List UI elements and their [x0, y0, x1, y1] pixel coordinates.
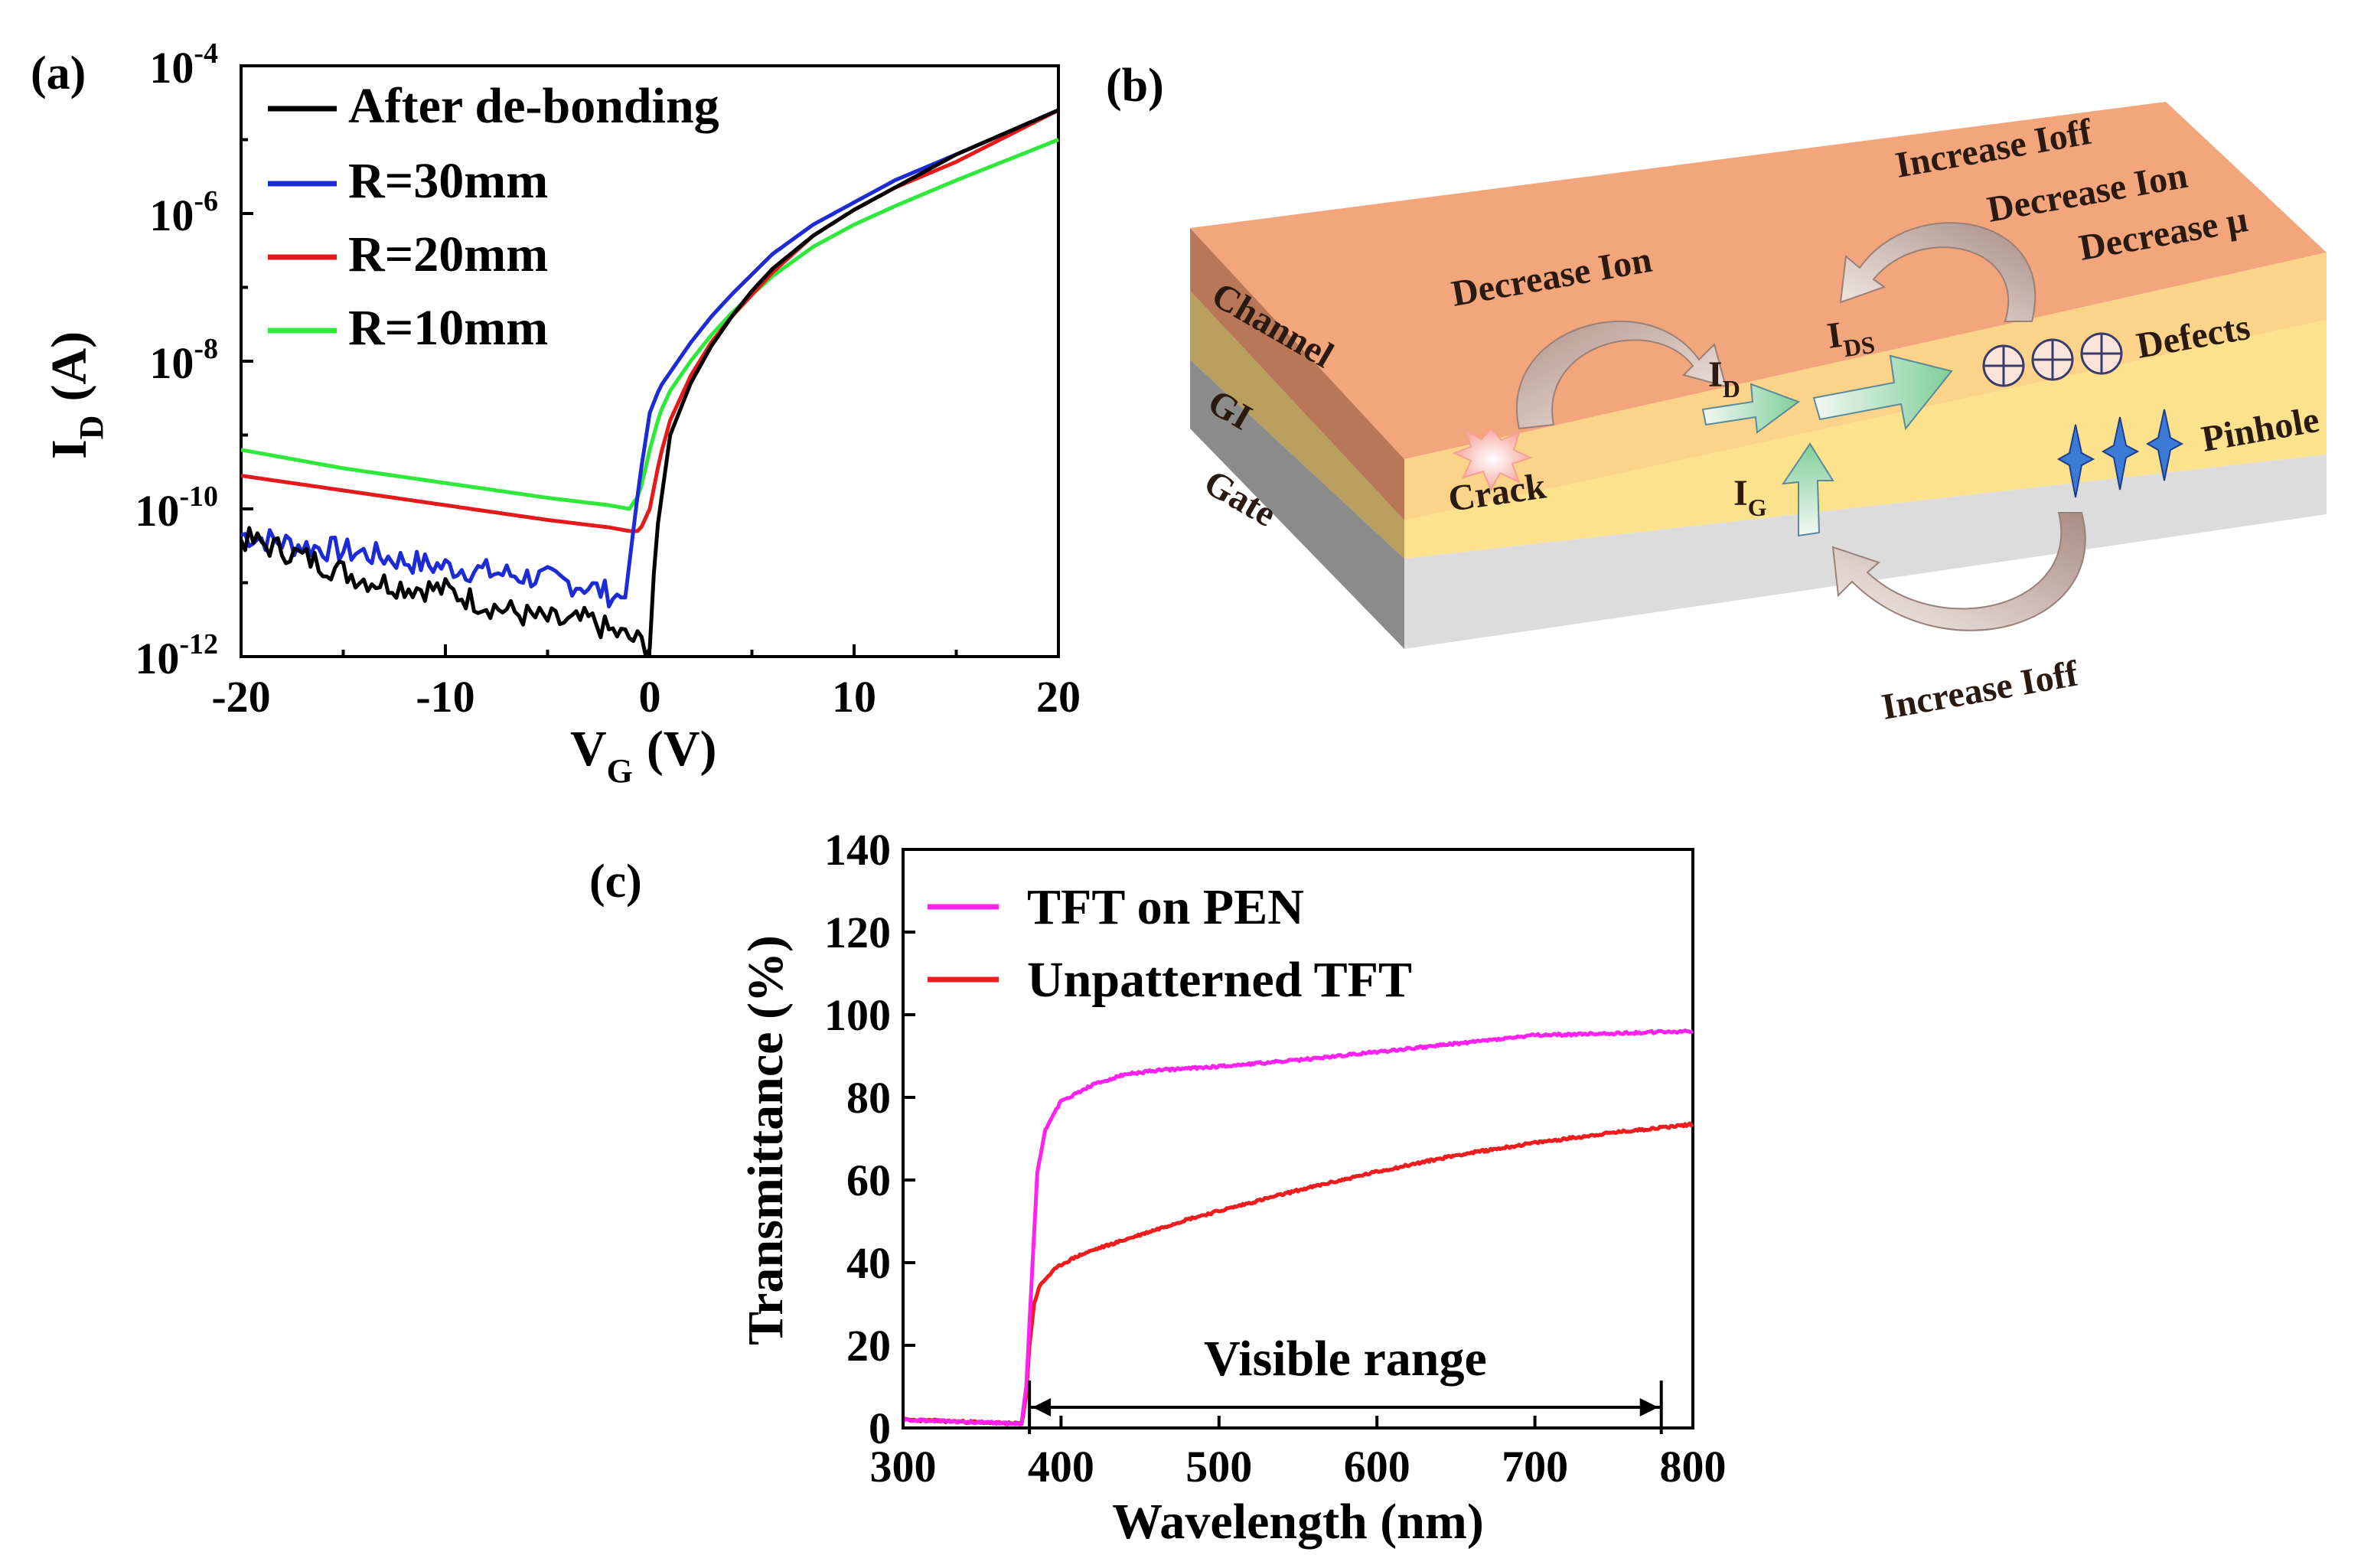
ids-label-sub: DS — [1841, 331, 1877, 362]
svg-text:IG: IG — [1733, 473, 1767, 521]
panel-c-y-tick-label: 20 — [846, 1321, 891, 1371]
svg-text:VG(V): VG (V) — [570, 721, 717, 790]
crack-curved-arrow-icon — [1516, 321, 1727, 430]
panel-c-y-tick-label: 120 — [824, 908, 891, 957]
panel-b-label: (b) — [1106, 60, 1164, 112]
defects-symbols — [1982, 332, 2123, 387]
panel-a-ylabel: I — [41, 439, 97, 459]
panel-c-y-tick-label: 140 — [824, 825, 891, 875]
panel-c-ylabel: Transmittance (%) — [738, 935, 794, 1345]
panel-a-x-ticks: -20 -10 0 10 20 — [211, 644, 1081, 722]
panel-a-xlabel: V — [570, 721, 607, 777]
legend-label-tft-on-pen: TFT on PEN — [1027, 879, 1304, 935]
gi-side-face — [1190, 291, 1404, 559]
panel-c-x-tick-label: 800 — [1660, 1442, 1727, 1491]
panel-a-series-group — [239, 108, 1060, 658]
panel-a-x-axis-title: VG (V) — [570, 721, 717, 790]
pinhole-symbols — [2056, 409, 2184, 498]
upper-curved-arrow-icon — [1839, 222, 2036, 322]
lower-curved-arrow-icon — [1831, 512, 2086, 631]
panel-a-y-tick-label: 10-8 — [149, 333, 218, 388]
panel-c-series-group — [902, 1028, 1694, 1426]
id-arrow-icon — [1701, 383, 1801, 434]
panel-a-y-ticks: 10-12 10-10 10-8 10-6 10-4 — [135, 37, 253, 683]
panel-a-x-tick-label: -20 — [211, 672, 270, 722]
panel-c-label: (c) — [589, 856, 642, 908]
panel-c-chart: (c) 300 400 500 600 700 800 0 20 40 60 80 100 120 14… — [589, 825, 1727, 1550]
panel-a-x-tick-label: 20 — [1036, 672, 1081, 722]
panel-c-y-tick-label: 60 — [846, 1156, 891, 1205]
legend-label-unpatterned: Unpatterned TFT — [1027, 952, 1412, 1008]
panel-c-y-tick-label: 100 — [824, 990, 891, 1040]
legend-label-after-debonding: After de-bonding — [348, 78, 719, 134]
panel-a-label: (a) — [31, 47, 86, 99]
ig-label: I — [1733, 473, 1748, 513]
panel-c-y-tick-label: 80 — [846, 1073, 891, 1123]
ids-arrow-icon — [1812, 354, 1953, 431]
panel-a-ylabel-sub: D — [73, 416, 110, 440]
ig-label-sub: G — [1748, 494, 1767, 521]
panel-c-x-tick-label: 500 — [1185, 1442, 1252, 1491]
panel-a-series-line-r-20mm — [240, 108, 1060, 533]
panel-b-diagram: (b) Channel GI Gate Crack Decrease Ion I… — [1106, 60, 2327, 728]
visible-range-annotation: Visible range — [1028, 1331, 1663, 1434]
increase-ioff-bottom-label: Increase Ioff — [1879, 653, 2082, 727]
panel-c-legend: TFT on PEN Unpatterned TFT — [928, 879, 1412, 1008]
legend-label-r10: R=10mm — [348, 300, 548, 356]
panel-c-x-tick-label: 300 — [870, 1442, 937, 1491]
panel-c-x-tick-label: 600 — [1344, 1442, 1410, 1491]
crack-burst-icon — [1452, 427, 1533, 492]
gate-front-face — [1404, 455, 2327, 649]
legend-label-r30: R=30mm — [348, 153, 548, 209]
panel-c-x-tick-label: 700 — [1502, 1442, 1568, 1491]
panel-c-series-line-unpatterned-tft — [902, 1121, 1694, 1426]
legend-label-r20: R=20mm — [348, 227, 548, 282]
panel-a-y-tick-label: 10-4 — [149, 37, 218, 93]
panel-a-x-tick-label: 0 — [639, 672, 661, 722]
panel-a-xlabel-unit: (V) — [647, 721, 717, 777]
id-label-sub: D — [1723, 375, 1740, 403]
channel-side-face — [1190, 228, 1404, 520]
panel-a-chart: (a) -20 -10 0 10 20 10-12 10-10 10-8 10-6 10-4 V… — [31, 37, 1081, 790]
panel-a-y-tick-label: 10-10 — [135, 481, 218, 536]
panel-c-xlabel: Wavelength (nm) — [1112, 1494, 1484, 1550]
gi-front-face — [1404, 253, 2327, 520]
panel-a-y-tick-label: 10-12 — [135, 628, 218, 683]
gate-side-face — [1190, 360, 1404, 649]
panel-a-xlabel-sub: G — [607, 752, 633, 790]
panel-c-x-tick-label: 400 — [1028, 1442, 1094, 1491]
panel-a-y-axis-title: ID (A) — [41, 331, 110, 459]
visible-range-left-arrowhead — [1032, 1398, 1052, 1416]
panel-c-y-tick-label: 40 — [846, 1238, 891, 1288]
panel-a-x-tick-label: -10 — [416, 672, 474, 722]
channel-top-surface — [1190, 102, 2327, 459]
panel-a-legend: After de-bonding R=30mm R=20mm R=10mm — [268, 78, 719, 356]
pinhole-star-icon — [2056, 424, 2095, 498]
svg-text:ID(A): ID (A) — [41, 331, 110, 459]
panel-a-series-line-r-10mm — [240, 138, 1059, 511]
panel-c-y-ticks: 0 20 40 60 80 100 120 140 — [824, 825, 915, 1453]
svg-text:ID: ID — [1708, 354, 1740, 403]
panel-c-plot-frame — [902, 848, 1694, 1429]
panel-c-x-ticks: 300 400 500 600 700 800 — [870, 1416, 1727, 1491]
panel-a-y-tick-label: 10-6 — [149, 185, 218, 240]
ig-arrow-icon — [1781, 442, 1834, 537]
panel-a-series-line-r-30mm — [240, 108, 1059, 609]
panel-a-x-tick-label: 10 — [832, 672, 876, 722]
id-label: I — [1708, 354, 1723, 395]
pinhole-star-icon — [2145, 409, 2184, 481]
pinhole-star-icon — [2101, 416, 2140, 491]
visible-range-label: Visible range — [1204, 1331, 1487, 1387]
panel-c-series-line-tft-on-pen — [902, 1028, 1694, 1426]
panel-c-y-tick-label: 0 — [869, 1403, 891, 1453]
visible-range-right-arrowhead — [1639, 1398, 1658, 1416]
panel-a-ylabel-unit: (A) — [41, 331, 97, 402]
gi-front-face-light — [1404, 320, 2327, 559]
